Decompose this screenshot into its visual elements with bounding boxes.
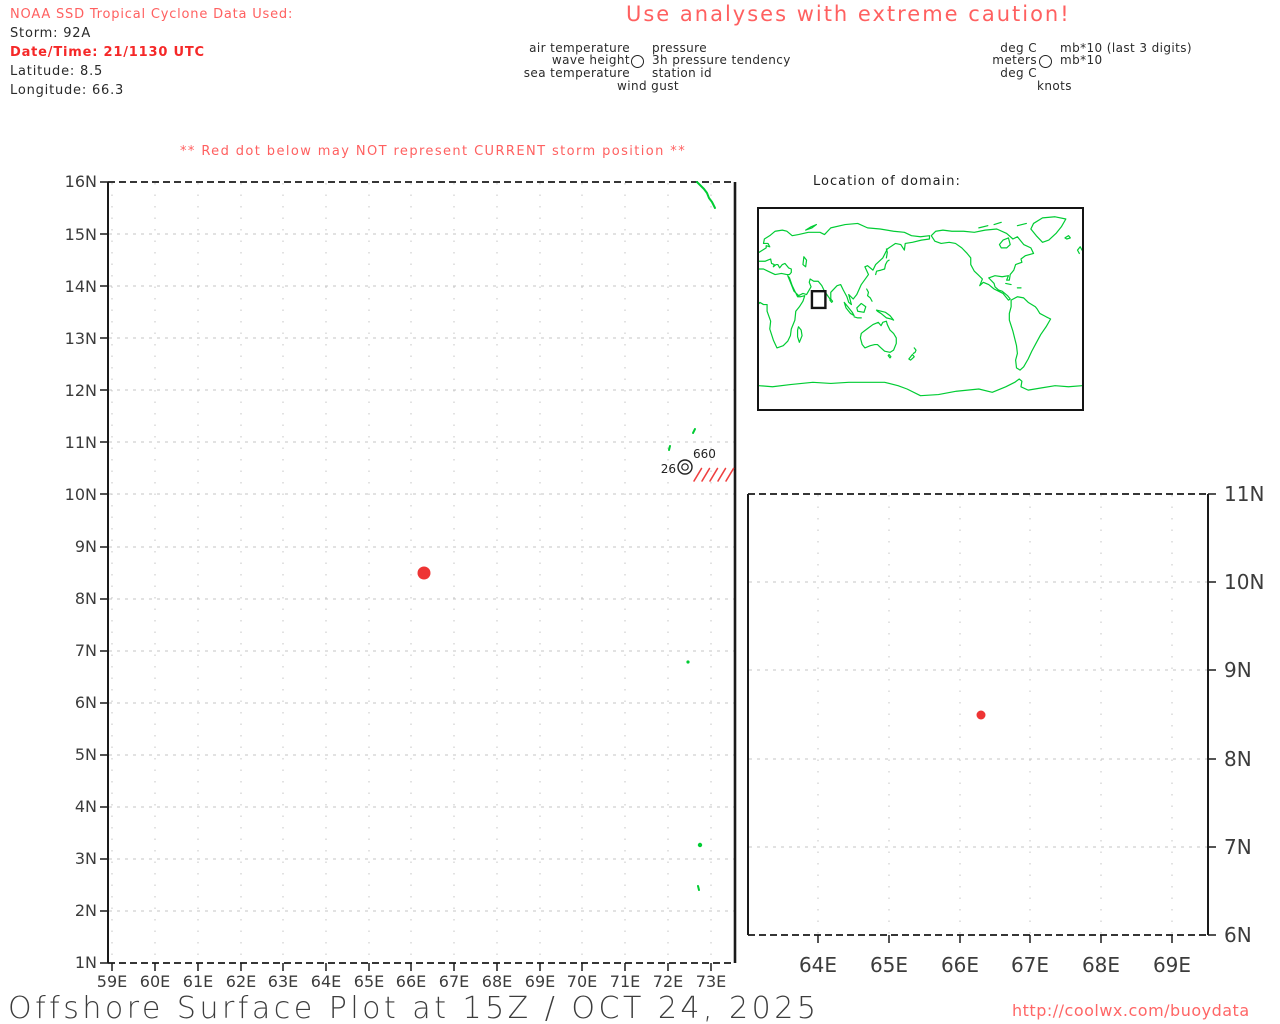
unit-air-temperature: deg C — [1000, 41, 1037, 55]
inset-map-title: Location of domain: — [813, 174, 961, 189]
lat-tick-label: 4N — [75, 797, 97, 816]
storm-header: NOAA SSD Tropical Cyclone Data Used: Sto… — [10, 5, 293, 100]
unit-sea-temperature: deg C — [1000, 66, 1037, 80]
lon-tick-label: 61E — [183, 972, 213, 991]
inset-world-map — [757, 207, 1084, 411]
world-coastlines — [759, 217, 1082, 396]
lon-tick-label: 59E — [97, 972, 127, 991]
lat-tick-label: 12N — [65, 381, 97, 400]
legend-sea-temperature: sea temperature — [523, 66, 630, 80]
unit-wind-gust: knots — [1037, 79, 1072, 93]
lon-tick-label: 64E — [799, 953, 837, 977]
lon-tick-label: 71E — [610, 972, 640, 991]
lat-tick-label: 16N — [65, 172, 97, 191]
lon-tick-label: 70E — [567, 972, 597, 991]
legend-wave-height: wave height — [551, 53, 630, 67]
buoy-station-icon — [677, 459, 693, 475]
plot-title: Offshore Surface Plot at 15Z / OCT 24, 2… — [8, 991, 820, 1024]
data-source-line: NOAA SSD Tropical Cyclone Data Used: — [10, 7, 294, 22]
lon-tick-label: 72E — [653, 972, 683, 991]
lat-tick-label: 10N — [1224, 570, 1264, 594]
lat-tick-label: 15N — [65, 225, 97, 244]
source-url-link[interactable]: http://coolwx.com/buoydata — [1012, 1001, 1250, 1020]
lon-tick-label: 73E — [696, 972, 726, 991]
lon-tick-label: 63E — [268, 972, 298, 991]
wind-gust-hatch — [693, 467, 735, 482]
lat-tick-label: 7N — [1224, 835, 1252, 859]
lat-tick-label: 11N — [65, 433, 97, 452]
station-value-left: 26 — [661, 462, 676, 476]
lon-tick-label: 69E — [1153, 953, 1191, 977]
storm-longitude-line: Longitude: 66.3 — [10, 83, 125, 98]
lat-tick-label: 8N — [1224, 747, 1252, 771]
lon-tick-label: 62E — [226, 972, 256, 991]
caution-headline: Use analyses with extreme caution! — [626, 2, 1071, 26]
lon-tick-label: 60E — [140, 972, 170, 991]
domain-box — [812, 291, 825, 308]
unit-pressure-tendency: mb*10 — [1060, 53, 1103, 67]
lat-tick-label: 10N — [65, 485, 97, 504]
legend-air-temperature: air temperature — [529, 41, 630, 55]
lat-tick-label: 3N — [75, 849, 97, 868]
lat-tick-label: 7N — [75, 641, 97, 660]
storm-datetime-line: Date/Time: 21/1130 UTC — [10, 45, 205, 60]
lat-tick-label: 14N — [65, 277, 97, 296]
lon-tick-label: 69E — [525, 972, 555, 991]
main-map-coastlines — [668, 181, 716, 891]
lon-tick-label: 66E — [396, 972, 426, 991]
lat-tick-label: 11N — [1224, 482, 1264, 506]
zoom-map-lat-labels: 11N 10N 9N 8N 7N 6N — [1224, 482, 1264, 947]
lon-tick-label: 68E — [1082, 953, 1120, 977]
lat-tick-label: 9N — [1224, 658, 1252, 682]
main-map-ticks — [100, 181, 712, 971]
station-value-top-right: 660 — [693, 447, 716, 461]
buoy-station-icon — [681, 463, 689, 471]
lat-tick-label: 8N — [75, 589, 97, 608]
legend-station-id: station id — [652, 66, 713, 80]
legend-wind-gust: wind gust — [617, 79, 679, 93]
main-map-grid — [109, 183, 734, 962]
main-map-plot: 16N 15N 14N 13N 12N 11N 10N 9N 8N 7N 6N … — [65, 172, 737, 991]
lon-tick-label: 65E — [870, 953, 908, 977]
lat-tick-label: 5N — [75, 745, 97, 764]
lat-tick-label: 9N — [75, 537, 97, 556]
lat-tick-label: 6N — [75, 693, 97, 712]
lon-tick-label: 64E — [311, 972, 341, 991]
lon-tick-label: 65E — [354, 972, 384, 991]
world-coastline-map — [759, 209, 1082, 409]
lon-tick-label: 66E — [941, 953, 979, 977]
zoom-map-ticks — [817, 493, 1216, 943]
lon-tick-label: 68E — [482, 972, 512, 991]
storm-latitude-line: Latitude: 8.5 — [10, 64, 104, 79]
main-map-border — [107, 181, 737, 964]
main-map-lon-labels: 59E 60E 61E 62E 63E 64E 65E 66E 67E 68E … — [97, 972, 726, 991]
station-circle-icon — [631, 55, 644, 68]
legend-pressure-tendency: 3h pressure tendency — [652, 53, 791, 67]
buoy-station-plot: 26 660 — [661, 447, 735, 482]
lat-tick-label: 1N — [75, 953, 97, 972]
lon-tick-label: 67E — [439, 972, 469, 991]
zoom-map-grid — [749, 495, 1207, 934]
storm-position-dot — [417, 566, 431, 580]
zoom-map-lon-labels: 64E 65E 66E 67E 68E 69E — [799, 953, 1191, 977]
zoom-map-plot: 11N 10N 9N 8N 7N 6N 64E 65E 66E 67E 68E … — [747, 482, 1264, 977]
main-map-lat-labels: 16N 15N 14N 13N 12N 11N 10N 9N 8N 7N 6N … — [65, 172, 97, 972]
legend-pressure: pressure — [652, 41, 708, 55]
lat-tick-label: 2N — [75, 901, 97, 920]
storm-position-warning: ** Red dot below may NOT represent CURRE… — [180, 144, 687, 159]
station-circle-icon — [1039, 55, 1052, 68]
zoom-map-border — [747, 493, 1209, 936]
unit-pressure: mb*10 (last 3 digits) — [1060, 41, 1192, 55]
storm-position-dot — [976, 710, 986, 720]
lon-tick-label: 67E — [1011, 953, 1049, 977]
storm-id-line: Storm: 92A — [10, 26, 92, 41]
lat-tick-label: 13N — [65, 329, 97, 348]
unit-wave-height: meters — [992, 53, 1037, 67]
lat-tick-label: 6N — [1224, 923, 1252, 947]
